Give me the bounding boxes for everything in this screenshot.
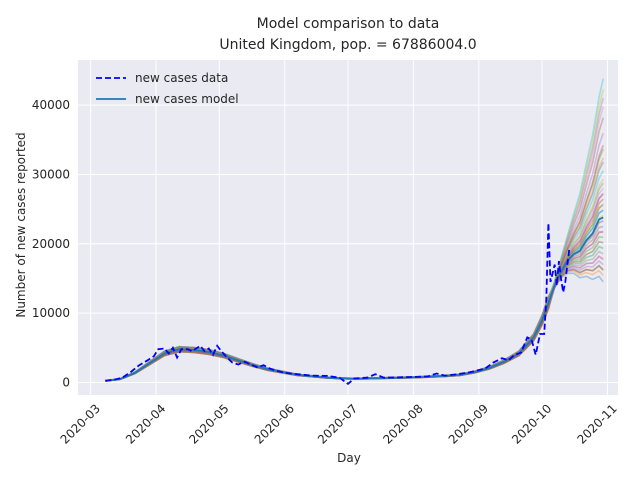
x-tick-label: 2020-09 (446, 401, 491, 446)
chart-title: Model comparison to data (257, 16, 440, 32)
y-tick-label: 30000 (32, 167, 70, 181)
y-tick-label: 20000 (32, 237, 70, 251)
x-tick-label: 2020-05 (186, 401, 231, 446)
legend-label-data: new cases data (135, 71, 228, 85)
legend-label-model: new cases model (135, 92, 239, 106)
x-tick-label: 2020-07 (315, 401, 360, 446)
y-axis-label: Number of new cases reported (14, 132, 28, 317)
x-axis-ticks: 2020-03 2020-04 2020-05 2020-06 2020-07 2020-… (58, 401, 620, 446)
series-group (105, 216, 604, 386)
series-data-line (105, 222, 571, 386)
y-tick-label: 40000 (32, 98, 70, 112)
y-tick-label: 10000 (32, 306, 70, 320)
legend: new cases data new cases model (96, 71, 239, 106)
x-axis-label: Day (337, 451, 361, 465)
x-tick-label: 2020-08 (380, 401, 425, 446)
y-tick-label: 0 (62, 376, 70, 390)
x-tick-label: 2020-06 (252, 401, 297, 446)
grid (78, 60, 618, 395)
chart-subtitle: United Kingdom, pop. = 67886004.0 (219, 37, 476, 53)
x-tick-label: 2020-03 (58, 401, 103, 446)
y-axis-ticks: 0 10000 20000 30000 40000 (32, 98, 70, 389)
x-tick-label: 2020-04 (123, 401, 168, 446)
x-tick-label: 2020-11 (574, 401, 619, 446)
x-tick-label: 2020-10 (509, 401, 554, 446)
